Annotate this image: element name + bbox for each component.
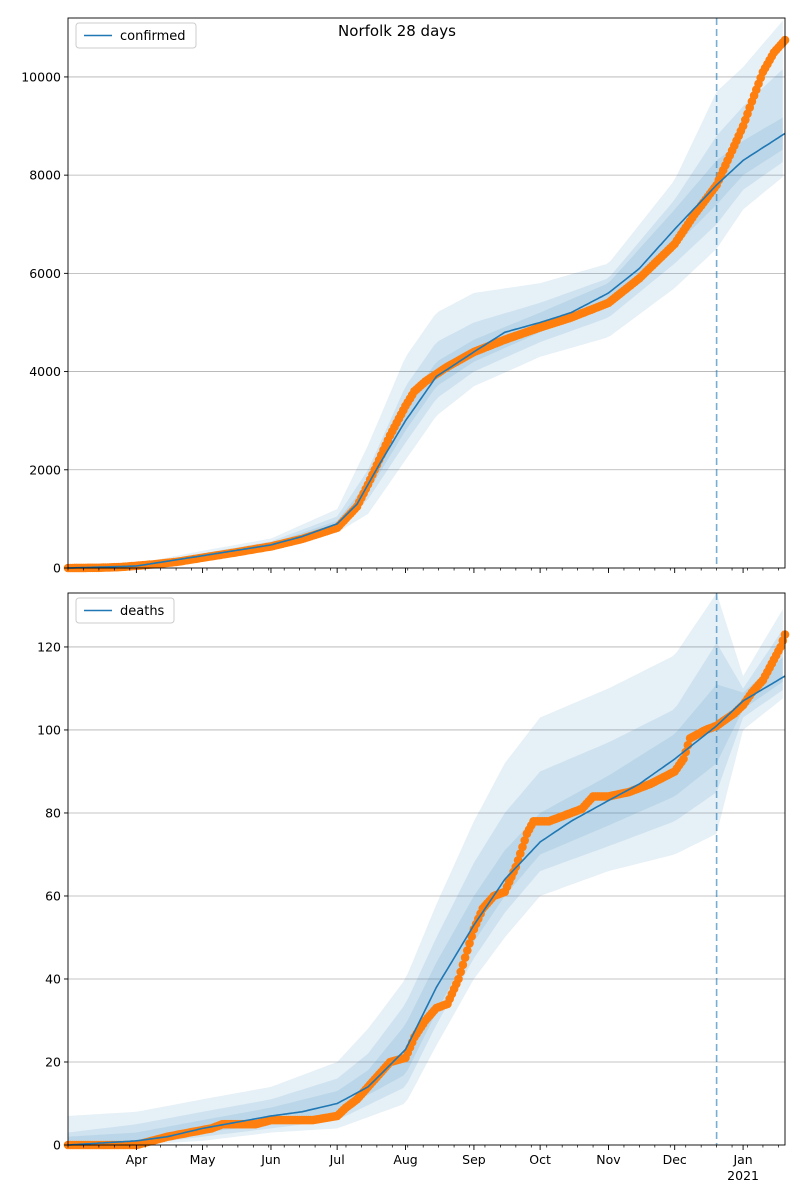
xtick-label-sep: Sep [462,1152,486,1167]
confirmed-median-line [67,132,786,569]
confirmed-legend: confirmed [75,22,197,49]
deaths-observed-point-206 [518,842,527,852]
deaths-legend: deaths [75,597,175,624]
deaths-observed-point-205 [516,849,525,858]
deaths-credible-band-1 [68,629,783,1145]
deaths-observed-point-180 [460,953,470,962]
xtick-label-jun: Jun [260,1152,281,1167]
deaths-observed-point-178 [456,967,466,977]
deaths-observed-point-179 [458,960,468,970]
deaths-panel: 0 20 40 60 80 100 120 Apr May Jun Jul Aug Sep Oct Nov D… [37,592,790,1183]
deaths-ytick-label-2: 40 [45,971,61,986]
confirmed-legend-box [75,22,197,49]
xtick-label-oct: Oct [529,1152,551,1167]
deaths-observed-point-279 [679,754,688,764]
confirmed-axes-frame [67,17,786,569]
deaths-observed-point-207 [520,836,529,845]
xtick-label-may: May [190,1152,216,1167]
confirmed-credible-band-1 [68,69,783,568]
deaths-ytick-label-5: 100 [37,722,61,737]
deaths-observed-point-280 [681,747,690,757]
deaths-ytick-label-4: 80 [45,805,61,820]
deaths-observed-point-183 [467,932,477,941]
deaths-ytick-label-0: 0 [53,1138,61,1153]
deaths-observed-point-177 [454,974,463,984]
deaths-ytick-label-6: 120 [37,639,61,654]
xtick-label-jul: Jul [329,1152,345,1167]
xtick-label-apr: Apr [126,1152,148,1167]
confirmed-ytick-label-4: 8000 [29,168,61,183]
deaths-observed-point-181 [463,946,472,955]
deaths-observed-point-182 [465,939,474,948]
figure-title: Norfolk 28 days [338,22,456,40]
confirmed-ytick-label-0: 0 [53,561,61,576]
xtick-label-nov: Nov [596,1152,621,1167]
confirmed-panel: 0 2000 4000 6000 8000 10000 confirmed [21,17,790,576]
deaths-credible-band-2 [68,657,783,1145]
confirmed-observed-series [63,35,790,573]
deaths-credible-band-0 [68,593,783,1145]
xtick-label-dec: Dec [663,1152,687,1167]
deaths-ytick-label-1: 20 [45,1054,61,1069]
confirmed-credible-band-0 [68,20,783,569]
confirmed-ytick-label-1: 2000 [29,462,61,477]
confirmed-legend-label: confirmed [120,29,186,44]
deaths-axes-frame [67,592,786,1146]
confirmed-ytick-label-3: 6000 [29,266,61,281]
confirmed-ytick-label-5: 10000 [21,69,61,84]
deaths-ytick-label-3: 60 [45,888,61,903]
deaths-median-line [67,675,786,1146]
xtick-label-jan: Jan [732,1152,752,1167]
deaths-legend-box [75,597,175,624]
xtick-label-aug: Aug [393,1152,417,1167]
xtick-year-label: 2021 [727,1168,759,1183]
deaths-legend-label: deaths [120,604,165,619]
confirmed-ytick-label-2: 4000 [29,364,61,379]
